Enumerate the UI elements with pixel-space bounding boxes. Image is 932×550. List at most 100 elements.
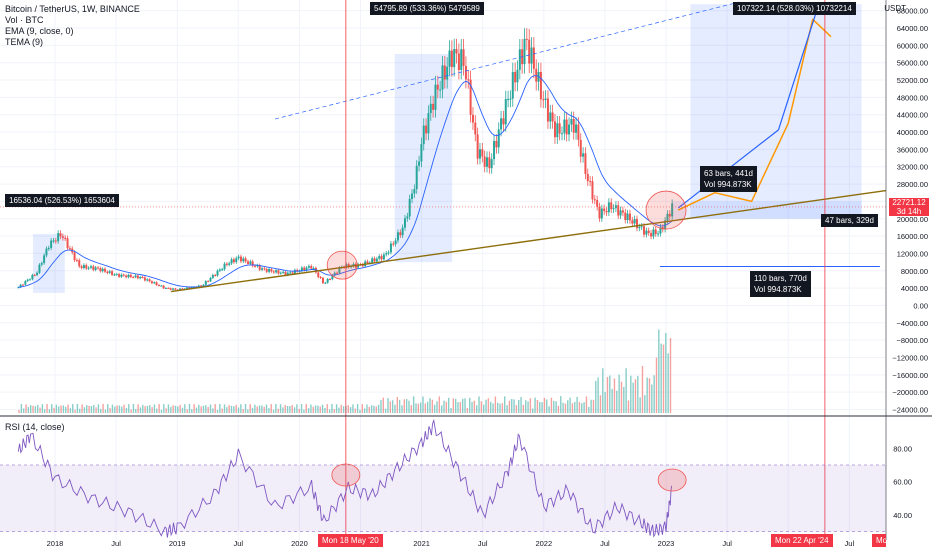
volume-bar (160, 409, 163, 413)
y-tick-label: 0.00 (913, 301, 928, 310)
volume-bar (212, 408, 214, 413)
volume-bar (310, 404, 312, 413)
volume-bar (475, 405, 478, 413)
volume-bar (452, 398, 455, 413)
dashed-channel (274, 1, 740, 120)
volume-bar (58, 406, 60, 413)
candle-body (52, 240, 55, 242)
candle-body (563, 119, 566, 134)
price-unit: USDT (884, 4, 906, 13)
volume-bar (669, 338, 672, 413)
volume-bar (312, 406, 314, 413)
volume-bar (625, 368, 627, 413)
volume-bar (277, 408, 279, 413)
volume-bar (384, 408, 387, 413)
volume-bar (284, 405, 286, 413)
candle-body (326, 279, 329, 283)
volume-bar (188, 404, 191, 413)
volume-bar (405, 399, 408, 413)
volume-bar (76, 404, 79, 413)
tema-projection (677, 18, 832, 211)
candle-body (645, 230, 648, 235)
rsi-legend: RSI (14, close) (5, 422, 65, 432)
volume-bars (18, 329, 672, 413)
volume-bar (534, 397, 536, 413)
volume-bar (567, 400, 569, 413)
volume-bar (62, 405, 65, 413)
date-marker-1: Mon 18 May '20 (318, 534, 383, 547)
volume-bar (268, 408, 270, 413)
volume-bar (279, 404, 282, 413)
candle-body (389, 243, 392, 253)
volume-bar (214, 404, 216, 413)
volume-bar (588, 406, 590, 413)
candle-body (654, 229, 657, 234)
candle-body (122, 274, 125, 276)
volume-bar (37, 404, 39, 413)
volume-bar (394, 404, 396, 413)
volume-bar (504, 396, 506, 413)
volume-bar (167, 404, 170, 413)
volume-bar (415, 403, 417, 413)
volume-bar (128, 404, 130, 413)
candle-body (357, 264, 360, 268)
candle-body (411, 193, 414, 199)
candle-body (387, 252, 390, 254)
volume-bar (251, 407, 254, 413)
volume-bar (490, 401, 492, 413)
candle-body (85, 265, 88, 269)
candle-body (50, 240, 53, 248)
volume-bar (410, 405, 413, 413)
volume-bar (18, 410, 20, 413)
volume-bar (69, 408, 72, 413)
candle-body (450, 50, 453, 68)
y-tick-label: 52000.00 (897, 76, 928, 85)
volume-bar (468, 397, 471, 413)
volume-bar (417, 403, 420, 413)
y-tick-label: 68000.00 (897, 7, 928, 16)
candle-body (612, 208, 615, 210)
volume-bar (186, 409, 188, 413)
candle-body (568, 124, 571, 135)
volume-bar (205, 405, 207, 413)
volume-bar (272, 409, 275, 413)
volume-bar (132, 404, 135, 413)
candle-body (43, 255, 46, 264)
candle-body (575, 124, 578, 133)
highlight-circle-1 (645, 190, 687, 230)
candle-body (31, 274, 34, 280)
volume-bar (88, 405, 90, 413)
candle-body (593, 199, 596, 201)
volume-bar (433, 404, 436, 413)
candle-body (218, 269, 221, 271)
volume-bar (529, 398, 532, 413)
candle-body (160, 285, 163, 287)
volume-bar (527, 401, 529, 413)
candle-body (249, 261, 252, 264)
candle-body (279, 272, 282, 274)
volume-bar (60, 405, 62, 413)
volume-bar (431, 399, 434, 413)
candle-body (549, 112, 552, 122)
candle-body (291, 272, 294, 274)
volume-bar (464, 398, 466, 413)
y-tick-label: −24000.00 (892, 405, 928, 414)
candle-body (474, 122, 477, 135)
volume-bar (228, 405, 230, 413)
volume-bar (419, 402, 422, 413)
volume-bar (609, 375, 611, 413)
volume-bar (111, 404, 114, 413)
candle-body (111, 271, 114, 275)
candle-body (572, 119, 575, 133)
candle-body (532, 47, 535, 69)
volume-bar (548, 406, 550, 413)
volume-bar (473, 400, 476, 413)
volume-bar (219, 404, 221, 413)
candle-body (659, 227, 662, 234)
volume-bar (438, 396, 441, 413)
volume-bar (184, 404, 186, 413)
candle-body (286, 272, 289, 276)
candle-body (345, 264, 348, 268)
volume-bar (104, 409, 107, 413)
